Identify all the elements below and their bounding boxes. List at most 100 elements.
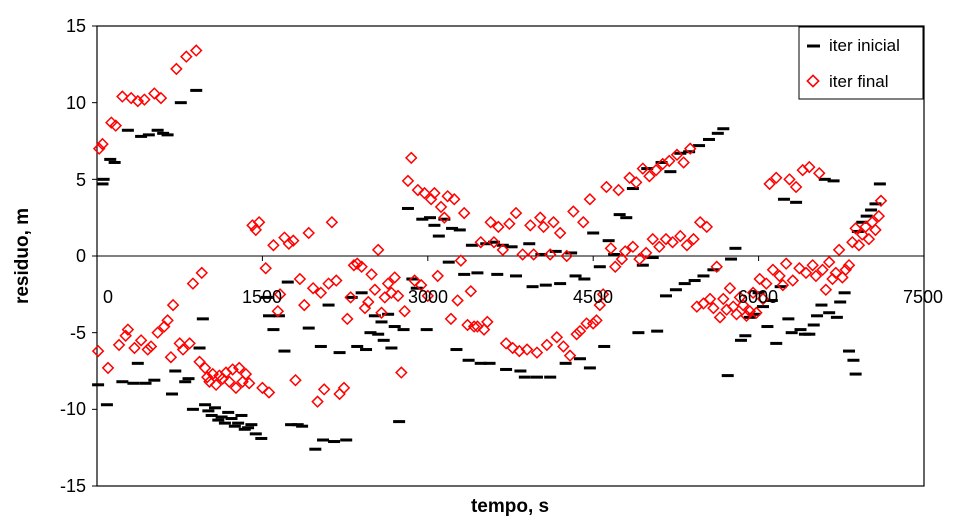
data-point-iter-final bbox=[643, 170, 656, 183]
data-point-iter-final bbox=[874, 194, 888, 208]
series-iter-inicial bbox=[92, 88, 886, 451]
data-point-iter-final bbox=[481, 315, 494, 329]
data-point-iter-final bbox=[753, 272, 766, 286]
data-point-iter-final bbox=[806, 258, 819, 272]
data-point-iter-final bbox=[395, 366, 408, 379]
data-point-iter-final bbox=[707, 301, 720, 315]
y-tick-label: 5 bbox=[76, 170, 86, 190]
data-point-iter-final bbox=[371, 243, 385, 257]
y-ticks bbox=[92, 25, 97, 487]
data-point-iter-final bbox=[166, 298, 180, 312]
data-point-iter-final bbox=[646, 232, 660, 246]
data-point-iter-final bbox=[743, 304, 757, 318]
data-point-iter-final bbox=[467, 320, 481, 333]
data-point-iter-final bbox=[623, 171, 636, 185]
data-point-iter-final bbox=[444, 312, 458, 326]
data-point-iter-final bbox=[573, 324, 587, 338]
data-point-iter-final bbox=[583, 193, 597, 206]
y-tick-label: 0 bbox=[76, 246, 86, 266]
data-point-iter-final bbox=[289, 373, 302, 387]
data-point-iter-final bbox=[128, 341, 141, 355]
data-point-iter-final bbox=[570, 327, 583, 341]
legend: iter inicial iter final bbox=[798, 26, 924, 100]
data-point-iter-final bbox=[600, 180, 613, 194]
data-point-iter-final bbox=[293, 272, 307, 286]
data-point-iter-final bbox=[799, 266, 813, 280]
data-point-iter-final bbox=[193, 355, 206, 369]
data-point-iter-final bbox=[789, 180, 803, 194]
legend-label-iter-inicial: iter inicial bbox=[829, 36, 900, 55]
data-point-iter-final bbox=[124, 91, 138, 105]
data-point-iter-final bbox=[131, 94, 145, 108]
data-point-iter-final bbox=[282, 237, 296, 250]
data-point-iter-final bbox=[550, 331, 564, 344]
data-point-iter-final bbox=[461, 318, 474, 332]
data-point-iter-final bbox=[577, 216, 590, 229]
data-point-iter-final bbox=[180, 50, 193, 63]
data-point-iter-final bbox=[96, 137, 109, 151]
x-tick-label: 0 bbox=[103, 287, 113, 307]
data-point-iter-final bbox=[832, 243, 846, 257]
data-point-iter-final bbox=[330, 274, 343, 287]
data-point-iter-final bbox=[223, 375, 236, 388]
data-point-iter-final bbox=[586, 317, 600, 330]
data-point-iter-final bbox=[530, 346, 544, 359]
data-point-iter-final bbox=[151, 326, 164, 339]
data-point-iter-final bbox=[302, 226, 315, 240]
data-point-iter-final bbox=[226, 363, 239, 376]
data-point-iter-final bbox=[101, 361, 115, 375]
data-point-iter-final bbox=[408, 274, 421, 287]
legend-marker-iter-final bbox=[806, 74, 820, 88]
data-point-iter-final bbox=[314, 286, 328, 300]
data-point-iter-final bbox=[164, 350, 178, 364]
data-point-iter-final bbox=[144, 340, 158, 353]
data-point-iter-final bbox=[206, 367, 220, 381]
data-point-iter-final bbox=[769, 171, 783, 185]
data-point-iter-final bbox=[717, 292, 730, 306]
data-point-iter-final bbox=[520, 343, 534, 356]
data-point-iter-final bbox=[464, 285, 478, 298]
data-point-iter-final bbox=[677, 156, 690, 169]
data-point-iter-final bbox=[189, 44, 203, 57]
data-point-iter-final bbox=[812, 166, 826, 180]
data-point-iter-final bbox=[649, 163, 663, 177]
legend-box bbox=[798, 26, 924, 100]
data-point-iter-final bbox=[239, 367, 253, 381]
data-point-iter-final bbox=[344, 291, 357, 304]
data-point-iter-final bbox=[401, 174, 415, 188]
data-point-iter-final bbox=[776, 278, 790, 292]
data-point-iter-final bbox=[604, 242, 618, 255]
data-point-iter-final bbox=[398, 304, 411, 318]
data-point-iter-final bbox=[557, 340, 570, 353]
data-point-iter-final bbox=[750, 306, 763, 319]
data-point-iter-final bbox=[116, 90, 129, 103]
data-point-iter-final bbox=[492, 220, 505, 234]
data-point-iter-final bbox=[693, 216, 707, 229]
data-point-iter-final bbox=[229, 381, 243, 395]
data-point-iter-final bbox=[109, 119, 123, 132]
data-point-iter-final bbox=[273, 288, 287, 301]
data-point-iter-final bbox=[438, 211, 451, 224]
data-point-iter-final bbox=[524, 219, 537, 232]
data-point-iter-final bbox=[431, 269, 444, 283]
legend-label-iter-final: iter final bbox=[829, 72, 889, 91]
data-point-iter-final bbox=[385, 286, 398, 300]
data-point-iter-final bbox=[414, 278, 428, 292]
data-point-iter-final bbox=[687, 232, 700, 246]
data-point-iter-final bbox=[496, 243, 510, 257]
data-point-iter-final bbox=[506, 341, 519, 355]
data-point-iter-final bbox=[337, 381, 351, 395]
data-point-iter-final bbox=[618, 245, 632, 258]
data-point-iter-final bbox=[869, 223, 882, 237]
data-point-iter-final bbox=[710, 260, 723, 273]
data-point-iter-final bbox=[121, 323, 135, 336]
data-point-iter-final bbox=[636, 162, 650, 175]
data-point-iter-final bbox=[306, 281, 320, 295]
data-point-iter-final bbox=[271, 304, 285, 318]
data-point-iter-final bbox=[391, 289, 405, 303]
data-point-iter-final bbox=[553, 226, 567, 240]
data-point-iter-final bbox=[242, 377, 256, 390]
data-point-iter-final bbox=[783, 173, 796, 186]
data-point-iter-final bbox=[454, 254, 468, 267]
